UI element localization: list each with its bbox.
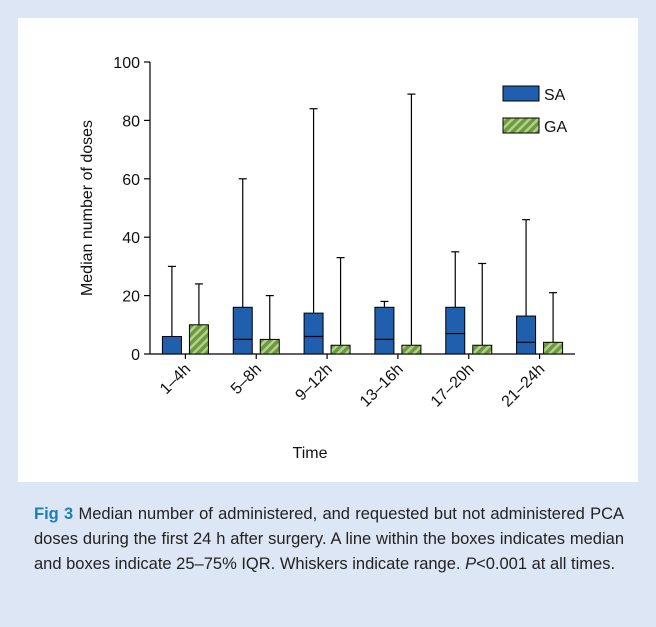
legend-swatch xyxy=(502,117,540,134)
x-axis-label: Time xyxy=(293,445,328,462)
x-tick-label: 21–24h xyxy=(499,361,549,411)
x-tick-label: 17–20h xyxy=(428,361,478,411)
box xyxy=(543,341,564,355)
caption: Fig 3 Median number of administered, and… xyxy=(34,502,624,577)
x-tick-label: 5–8h xyxy=(228,361,265,398)
legend-label: GA xyxy=(544,119,567,136)
y-tick-label: 0 xyxy=(131,347,140,364)
box xyxy=(161,335,182,355)
p-text: <0.001 at all times. xyxy=(476,555,616,573)
box xyxy=(330,344,351,355)
x-tick-label: 9–12h xyxy=(292,361,335,404)
y-axis-label: Median number of doses xyxy=(79,120,96,296)
legend-label: SA xyxy=(544,87,566,104)
y-tick-label: 60 xyxy=(122,172,140,189)
y-tick-label: 20 xyxy=(122,289,140,306)
x-tick-label: 1–4h xyxy=(157,361,194,398)
box xyxy=(303,312,324,355)
box xyxy=(374,306,395,355)
box xyxy=(188,324,209,355)
box xyxy=(259,338,280,355)
box xyxy=(401,344,422,355)
y-tick-label: 40 xyxy=(122,230,140,247)
y-tick-label: 80 xyxy=(122,113,140,130)
caption-label: Fig 3 xyxy=(34,505,74,523)
box xyxy=(232,306,253,355)
p-symbol: P xyxy=(465,555,477,573)
caption-text: Median number of administered, and reque… xyxy=(34,505,624,573)
x-tick-label: 13–16h xyxy=(357,361,407,411)
box xyxy=(472,344,493,355)
y-tick-label: 100 xyxy=(113,55,140,72)
box xyxy=(445,306,466,355)
chart: Time Median number of doses 0 20 40 60 80 100… xyxy=(18,18,638,482)
legend-swatch xyxy=(502,85,540,102)
box xyxy=(516,315,537,355)
